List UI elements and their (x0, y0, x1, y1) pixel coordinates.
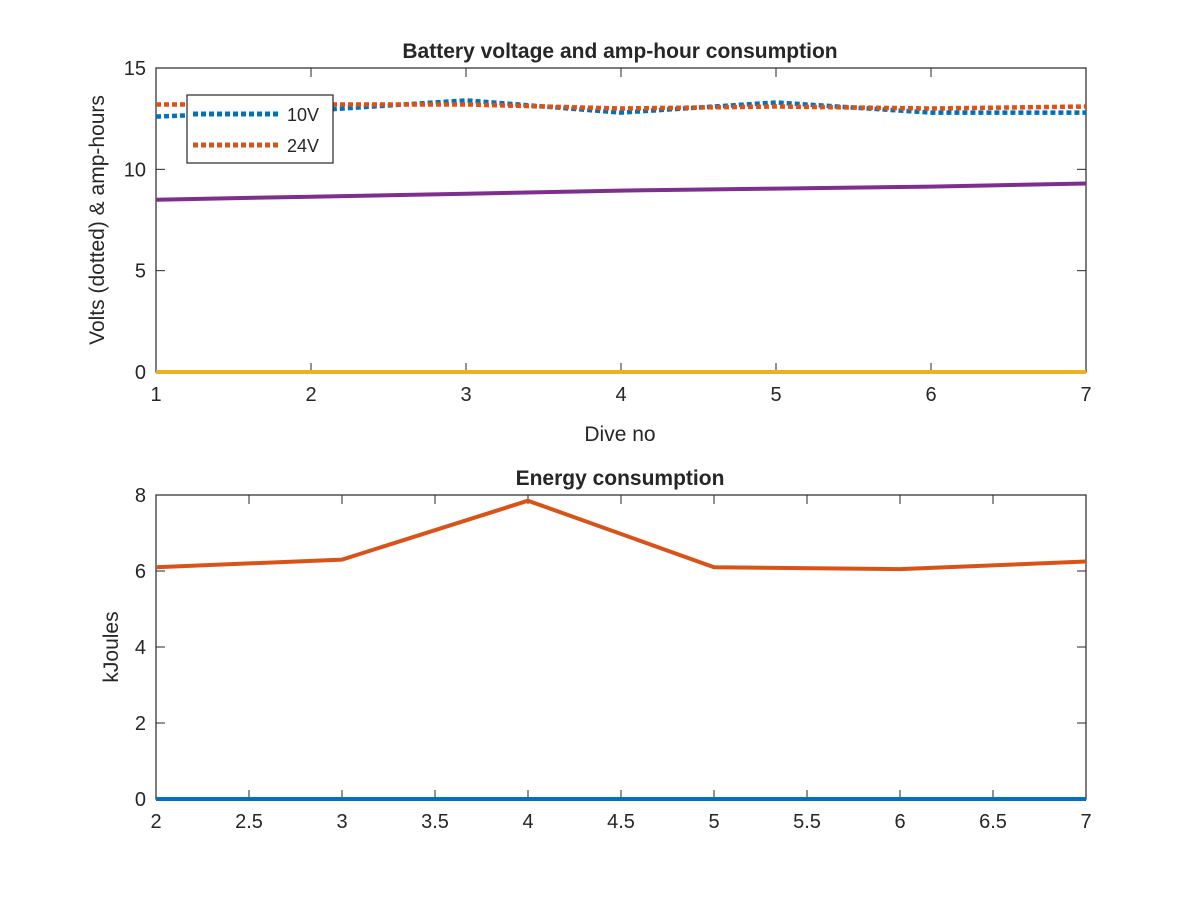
voltage-y-axis-label: Volts (dotted) & amp-hours (86, 95, 109, 345)
energy-chart-title: Energy consumption (516, 467, 725, 490)
energy-x-tick-label: 5.5 (793, 811, 821, 833)
energy-y-tick-label: 2 (135, 713, 146, 735)
voltage-chart-title: Battery voltage and amp-hour consumption (402, 40, 837, 63)
voltage-x-tick-label: 4 (615, 384, 626, 406)
voltage-x-tick-label: 6 (925, 384, 936, 406)
voltage-y-tick-label: 10 (124, 159, 146, 181)
energy-y-tick-label: 8 (135, 485, 146, 507)
energy-y-tick-label: 0 (135, 789, 146, 811)
energy-x-tick-label: 2 (150, 811, 161, 833)
energy-x-tick-label: 5 (708, 811, 719, 833)
voltage-y-tick-label: 5 (135, 261, 146, 283)
legend-label-10v: 10V (287, 105, 319, 125)
energy-x-tick-label: 4.5 (607, 811, 635, 833)
voltage-x-tick-label: 3 (460, 384, 471, 406)
energy-x-tick-label: 3.5 (421, 811, 449, 833)
energy-chart: Energy consumption 2 2.5 3 3.5 4 4.5 5 5.5 6 6.5 7… (100, 467, 1092, 833)
voltage-x-tick-label: 2 (305, 384, 316, 406)
voltage-chart: Battery voltage and amp-hour consumption… (86, 40, 1092, 446)
legend-label-24v: 24V (287, 136, 319, 156)
energy-y-tick-label: 4 (135, 637, 146, 659)
energy-x-tick-label: 4 (522, 811, 533, 833)
energy-series-line-1 (155, 498, 1087, 572)
voltage-x-tick-label: 1 (150, 384, 161, 406)
voltage-y-tick-label: 15 (124, 58, 146, 80)
energy-x-tick-label: 6 (894, 811, 905, 833)
energy-x-tick-label: 7 (1080, 811, 1091, 833)
legend-box (186, 94, 334, 164)
voltage-x-tick-label: 7 (1080, 384, 1091, 406)
voltage-x-axis-label: Dive no (584, 423, 655, 446)
energy-y-axis-label: kJoules (100, 611, 123, 682)
energy-x-tick-label: 6.5 (979, 811, 1007, 833)
energy-y-tick-label: 6 (135, 561, 146, 583)
voltage-series-line-3 (155, 181, 1087, 202)
voltage-y-tick-label: 0 (135, 362, 146, 384)
energy-x-tick-label: 3 (336, 811, 347, 833)
voltage-x-tick-label: 5 (770, 384, 781, 406)
voltage-legend: 10V 24V (186, 94, 334, 164)
energy-x-tick-label: 2.5 (235, 811, 263, 833)
